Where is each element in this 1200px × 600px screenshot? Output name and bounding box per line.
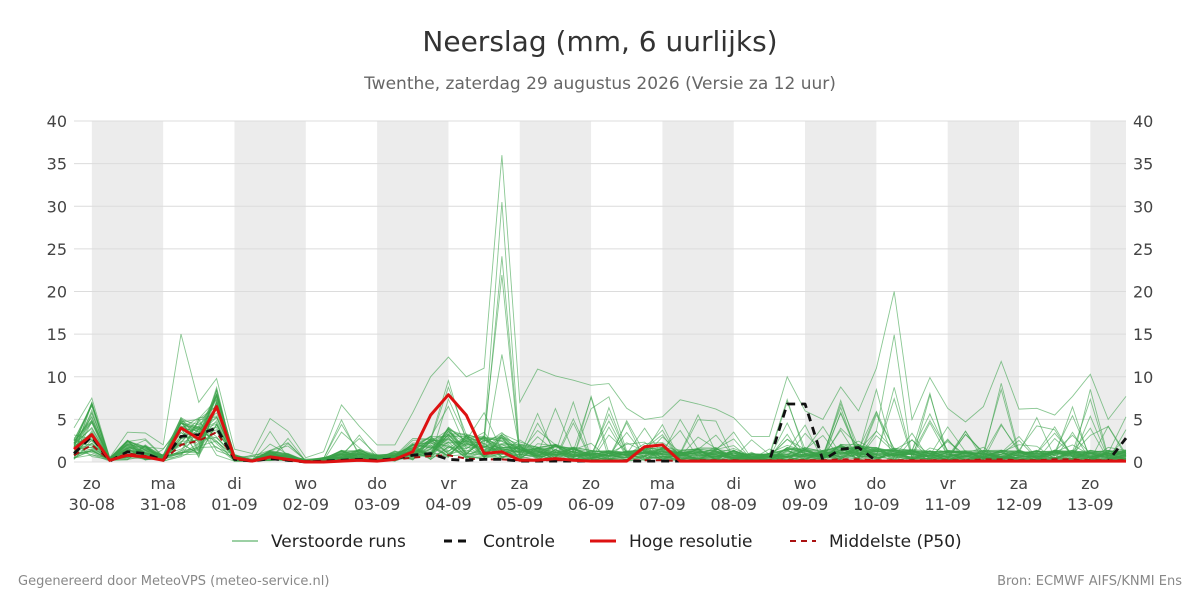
footer-source: Bron: ECMWF AIFS/KNMI Ens [997, 574, 1182, 589]
x-tick-date-0: 30-08 [69, 495, 116, 514]
x-tick-day-4: do [367, 474, 387, 493]
x-tick-date-1: 31-08 [140, 495, 187, 514]
x-tick-day-6: za [511, 474, 529, 493]
y-tick-left-10: 10 [47, 368, 67, 387]
x-tick-day-0: zo [83, 474, 101, 493]
x-tick-date-10: 09-09 [782, 495, 829, 514]
ensemble-member-line-0 [73, 155, 1127, 459]
y-tick-right-35: 35 [1133, 155, 1153, 174]
x-tick-date-8: 07-09 [639, 495, 686, 514]
x-tick-date-9: 08-09 [710, 495, 757, 514]
x-tick-date-4: 03-09 [354, 495, 401, 514]
y-axis-right: 0 5 10 15 20 25 30 35 40 [1133, 112, 1153, 472]
x-tick-date-11: 10-09 [853, 495, 900, 514]
x-tick-day-13: za [1010, 474, 1028, 493]
x-tick-date-7: 06-09 [568, 495, 615, 514]
main-series [73, 393, 1128, 464]
y-tick-right-0: 0 [1133, 453, 1143, 472]
x-tick-day-11: do [866, 474, 886, 493]
x-tick-day-1: ma [150, 474, 175, 493]
legend-item-high-res[interactable]: Hoge resolutie [590, 532, 753, 552]
legend-label-high-res: Hoge resolutie [629, 532, 753, 552]
legend-label-ensemble: Verstoorde runs [271, 532, 406, 552]
x-tick-date-5: 04-09 [425, 495, 472, 514]
y-tick-left-25: 25 [47, 240, 67, 259]
series-line-high-res [73, 393, 1126, 464]
legend-label-control: Controle [483, 532, 555, 552]
x-tick-day-14: zo [1081, 474, 1099, 493]
chart-subtitle: Twenthe, zaterdag 29 augustus 2026 (Vers… [363, 74, 836, 94]
x-axis: zo 30-08 ma 31-08 di 01-09 wo 02-09 do 03-09 vr 04-… [69, 474, 1114, 514]
chart-title: Neerslag (mm, 6 uurlijks) [422, 25, 777, 58]
x-tick-date-2: 01-09 [211, 495, 258, 514]
x-tick-day-2: di [227, 474, 242, 493]
legend-item-control[interactable]: Controle [444, 532, 555, 552]
x-tick-day-3: wo [294, 474, 317, 493]
y-tick-right-25: 25 [1133, 240, 1153, 259]
legend-item-median[interactable]: Middelste (P50) [790, 532, 962, 552]
x-tick-day-7: zo [582, 474, 600, 493]
ensemble-member-line-32 [73, 354, 1127, 463]
x-tick-date-12: 11-09 [924, 495, 971, 514]
x-tick-date-13: 12-09 [996, 495, 1043, 514]
legend: Verstoorde runs Controle Hoge resolutie … [232, 532, 962, 552]
y-tick-right-20: 20 [1133, 283, 1153, 302]
x-tick-date-14: 13-09 [1067, 495, 1114, 514]
y-tick-right-30: 30 [1133, 197, 1153, 216]
x-tick-day-8: ma [650, 474, 675, 493]
legend-label-median: Middelste (P50) [829, 532, 962, 552]
y-tick-left-40: 40 [47, 112, 67, 131]
footer-generated-by: Gegenereerd door MeteoVPS (meteo-service… [18, 574, 329, 589]
y-axis-left: 0 5 10 15 20 25 30 35 40 [47, 112, 67, 472]
y-tick-right-10: 10 [1133, 368, 1153, 387]
y-tick-left-0: 0 [57, 453, 67, 472]
x-tick-date-3: 02-09 [283, 495, 330, 514]
y-tick-left-5: 5 [57, 410, 67, 429]
y-tick-left-15: 15 [47, 325, 67, 344]
y-tick-right-5: 5 [1133, 410, 1143, 429]
x-tick-date-6: 05-09 [497, 495, 544, 514]
y-tick-left-35: 35 [47, 155, 67, 174]
x-tick-day-12: vr [940, 474, 956, 493]
y-tick-right-40: 40 [1133, 112, 1153, 131]
y-tick-left-20: 20 [47, 283, 67, 302]
legend-item-ensemble[interactable]: Verstoorde runs [232, 532, 406, 552]
y-tick-right-15: 15 [1133, 325, 1153, 344]
x-tick-day-5: vr [440, 474, 456, 493]
y-tick-left-30: 30 [47, 197, 67, 216]
x-tick-day-10: wo [794, 474, 817, 493]
x-tick-day-9: di [726, 474, 741, 493]
